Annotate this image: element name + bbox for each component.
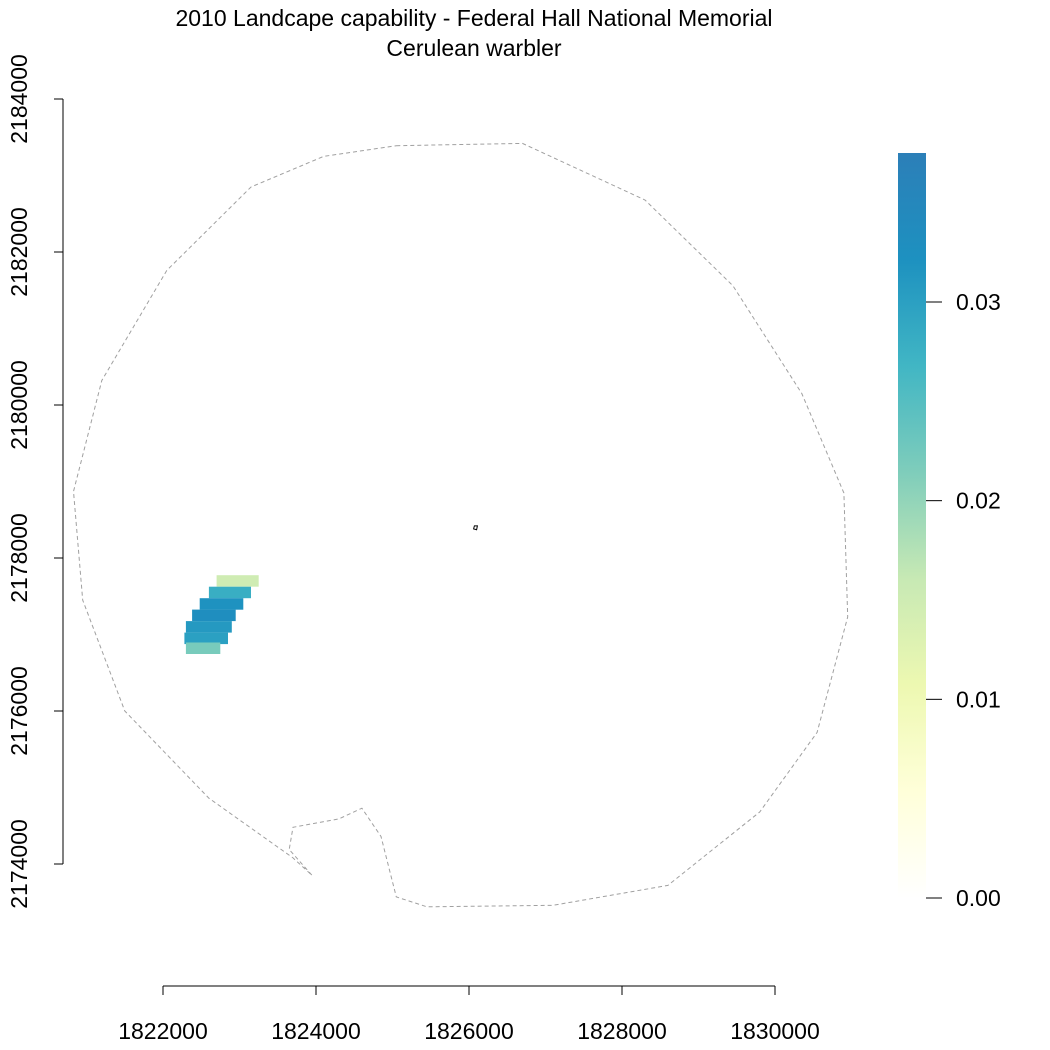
- x-axis: 1822000 1824000 1826000 1828000 1830000: [118, 985, 820, 1044]
- y-tick-label: 2180000: [6, 360, 32, 450]
- habitat-cell-row: [192, 609, 236, 622]
- y-axis: 2174000 2176000 2178000 2180000 2182000 21840…: [6, 54, 64, 909]
- y-tick-label: 2174000: [6, 819, 32, 909]
- buffer-boundary: [72, 142, 849, 908]
- park-boundary: [472, 525, 479, 531]
- color-legend: 0.00 0.01 0.02 0.03: [898, 153, 1001, 911]
- habitat-cell-row: [185, 621, 232, 633]
- boundary-layer: [72, 142, 849, 908]
- x-tick-label: 1830000: [730, 1018, 820, 1044]
- legend-tick-label: 0.03: [956, 289, 1001, 315]
- x-tick-label: 1826000: [424, 1018, 514, 1044]
- x-tick-label: 1828000: [577, 1018, 667, 1044]
- legend-color-bar: [898, 153, 926, 898]
- legend-tick-label: 0.01: [956, 686, 1001, 712]
- habitat-cell-row: [216, 575, 259, 587]
- y-tick-label: 2176000: [6, 666, 32, 756]
- habitat-patch-layer: [184, 575, 259, 654]
- habitat-cell-row: [208, 586, 251, 599]
- y-tick-label: 2178000: [6, 513, 32, 603]
- x-tick-label: 1824000: [271, 1018, 361, 1044]
- y-tick-label: 2182000: [6, 207, 32, 297]
- habitat-cell-row: [184, 632, 228, 645]
- habitat-cell-row: [199, 598, 244, 610]
- chart-subtitle: Cerulean warbler: [386, 35, 561, 61]
- x-tick-label: 1822000: [118, 1018, 208, 1044]
- habitat-cell-row: [185, 642, 221, 654]
- legend-tick-label: 0.00: [956, 885, 1001, 911]
- y-tick-label: 2184000: [6, 54, 32, 144]
- legend-tick-label: 0.02: [956, 488, 1001, 514]
- chart-title: 2010 Landcape capability - Federal Hall …: [175, 5, 772, 31]
